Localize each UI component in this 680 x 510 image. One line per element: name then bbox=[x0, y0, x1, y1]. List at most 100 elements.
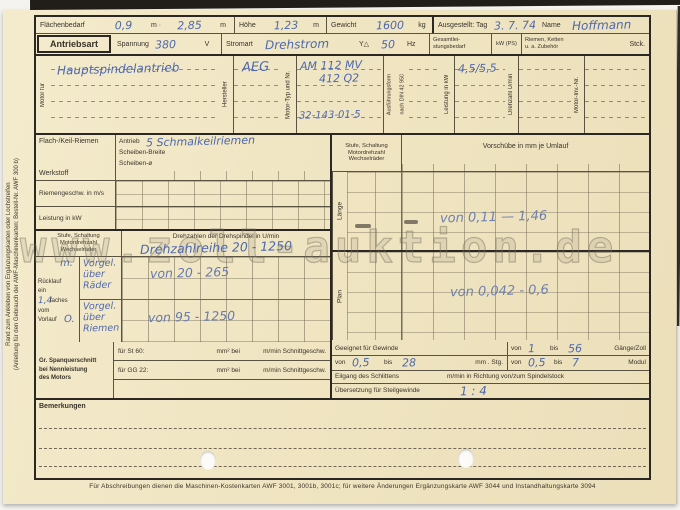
ausfuehrungsform-line2: nach DIN 42 950 bbox=[398, 74, 405, 115]
st60-label: für St 60: bbox=[118, 347, 145, 355]
margin-note: Rand zum Ankleben von Ergänzungskarten o… bbox=[5, 84, 21, 444]
leistung-grid bbox=[116, 207, 330, 229]
antrieb-label: Antrieb bbox=[119, 138, 140, 145]
ruecklauf-word2: ein bbox=[38, 288, 47, 294]
vorschub-title-cell: Vorschübe in mm je Umlauf bbox=[402, 135, 649, 171]
right-middle-section: Stufe, Schaltung Motordrehzahl Wechselrä… bbox=[330, 135, 649, 342]
vorschub-header-row: Stufe, Schaltung Motordrehzahl Wechselrä… bbox=[332, 135, 649, 172]
drehzahl-label: Drehzahl U/min bbox=[505, 56, 519, 133]
form-border: Flächenbedarf 0,9 m · 2,85 m Höhe 1,23 m… bbox=[34, 15, 651, 480]
ruled-lines bbox=[585, 56, 649, 133]
motor-fuer-label: Motor für bbox=[40, 82, 47, 107]
plan-label: Plan bbox=[332, 252, 347, 340]
hersteller-label: Hersteller bbox=[219, 56, 234, 133]
steigung-modul-row: von 0,5 bis 28 mm . Stg. von 0,5 bis 7 M… bbox=[332, 356, 649, 371]
hoehe-label: Höhe bbox=[234, 17, 266, 33]
laenge-label: Länge bbox=[332, 172, 347, 250]
riemen-title-cell: Flach-/Keil-Riemen Werkstoff bbox=[36, 135, 116, 180]
ruecklauf-label-cell: m. Rücklauf ein 1,4 faches vom Vorlauf O… bbox=[36, 257, 80, 342]
mark-m: m. bbox=[59, 257, 74, 270]
stufe-line2: Motordrehzahl bbox=[59, 240, 98, 247]
stck-label: Stck. bbox=[629, 40, 645, 48]
laenge-vorschub-value: von 0,11 — 1,46 bbox=[439, 208, 548, 227]
riemen-row: Flach-/Keil-Riemen Werkstoff Antrieb 5 S… bbox=[36, 134, 330, 181]
footer-note: Für Abschreibungen dienen die Maschinen-… bbox=[89, 483, 596, 490]
spannung-label: Spannung bbox=[117, 40, 149, 48]
leistung-kw-area: 4,5/5,5 bbox=[455, 56, 505, 133]
punch-hole bbox=[200, 451, 216, 470]
motor-fuer-value: Hauptspindelantrieb bbox=[56, 60, 180, 78]
gesamtleistung-line2: stungsbedarf bbox=[433, 44, 466, 50]
gg22-label: für GG 22: bbox=[118, 366, 149, 374]
leistung-kw-label: Leistung in kW bbox=[441, 56, 455, 133]
vorgelege1-line3: Räder bbox=[82, 279, 112, 292]
ruled-lines bbox=[519, 56, 571, 133]
vorgelege1-line2: über bbox=[82, 268, 105, 281]
flaechenbedarf-value-1: 0,9 bbox=[114, 18, 133, 32]
unit-v: V bbox=[204, 40, 210, 48]
riemen-ketten-line2: u. a. Zubehör bbox=[525, 44, 559, 50]
motor-typ-value-3: 32-143-01-5 bbox=[298, 109, 361, 122]
stromart-label: Stromart bbox=[221, 34, 265, 54]
scheiben-durchmesser-label: Scheiben-ø bbox=[119, 160, 153, 167]
von-label-c: von bbox=[511, 359, 522, 367]
drehzahl-area bbox=[519, 56, 571, 133]
drehzahlen-title-cell: Drehzahlen der Drehspindel in U/min Dreh… bbox=[122, 231, 330, 257]
stufe-line3: Wechselräder bbox=[60, 246, 97, 253]
ruled-line bbox=[39, 466, 646, 467]
st60-row: für St 60: mm² bei m/min Schnittgeschw. bbox=[114, 342, 330, 361]
drehzahlreihe-value: Drehzahlreihe 20 - 1250 bbox=[139, 238, 293, 257]
gaenge-zoll-label: Gänge/Zoll bbox=[614, 345, 646, 353]
uebersetzung-row: Übersetzung für Steilgewinde 1 : 4 bbox=[332, 384, 649, 399]
drehzahlen-grid: von 20 - 265 von 95 - 1250 bbox=[122, 257, 330, 342]
bis-label-c: bis bbox=[554, 359, 563, 367]
stern-dreieck-symbol: Y△ bbox=[359, 41, 370, 48]
margin-note-line2: (Anleitung für den Gebrauch der AWF-Masc… bbox=[14, 158, 20, 371]
span-line3: des Motors bbox=[39, 375, 72, 382]
leistung-grid-label: Leistung in kW bbox=[36, 207, 116, 229]
eilgang-row: Eilgang des Schlittens m/min in Richtung… bbox=[332, 371, 649, 384]
hoehe-value: 1,23 bbox=[273, 18, 299, 32]
motor-fuer-area: Hauptspindelantrieb bbox=[51, 56, 219, 133]
header-row-dimensions: Flächenbedarf 0,9 m · 2,85 m Höhe 1,23 m… bbox=[36, 17, 649, 34]
vorgelege1-line1: Vorgel. bbox=[82, 257, 117, 270]
von-label-a: von bbox=[511, 345, 522, 353]
gewicht-value: 1600 bbox=[375, 18, 405, 32]
ausgestellt-label: Ausgestellt: Tag bbox=[432, 17, 494, 33]
st60-mm2: mm² bei bbox=[216, 347, 240, 355]
gg22-schnitt: m/min Schnittgeschw. bbox=[263, 366, 326, 374]
bemerkungen-label: Bemerkungen bbox=[39, 403, 86, 410]
drehzahl-bereich-1: von 20 - 265 bbox=[149, 263, 230, 282]
von-label-b: von bbox=[335, 359, 346, 367]
left-middle-section: Flach-/Keil-Riemen Werkstoff Antrieb 5 S… bbox=[36, 134, 330, 342]
leistung-kw-value: 4,5/5,5 bbox=[457, 61, 497, 76]
gewinde-row: Geeignet für Gewinde von 1 bis 56 Gänge/… bbox=[332, 342, 649, 357]
uebersetzung-label: Übersetzung für Steilgewinde bbox=[335, 387, 420, 395]
ausfuehrungsform-line1: Ausführungsform bbox=[386, 73, 393, 116]
eilgang-label: Eilgang des Schlittens bbox=[335, 373, 399, 381]
mark-o: O. bbox=[63, 313, 75, 326]
header-row-drive: Antriebsart Spannung 380 V Stromart Dreh… bbox=[36, 34, 649, 56]
gewinde-bis-value: 56 bbox=[567, 342, 583, 356]
vorgelege2-line3: Riemen bbox=[82, 322, 120, 335]
riemen-ketten-line1: Riemen, Ketten bbox=[525, 37, 564, 44]
unit-kg: kg bbox=[418, 21, 426, 29]
stg-von-value: 0,5 bbox=[351, 356, 370, 370]
stufe-line3: Wechselräder bbox=[348, 156, 385, 163]
wechselraeder-col-laenge bbox=[347, 172, 402, 250]
spanquerschnitt-section: Gr. Spanquerschnitt bei Nennleistung des… bbox=[36, 342, 330, 400]
geeignet-gewinde-label: Geeignet für Gewinde bbox=[332, 342, 508, 356]
ruled-line bbox=[39, 448, 646, 449]
plan-grid: von 0,042 - 0,6 bbox=[402, 252, 649, 340]
scheiben-breite-label: Scheiben-Breite bbox=[119, 149, 166, 156]
hersteller-area: AEG bbox=[234, 56, 282, 133]
scan-edge-top bbox=[30, 0, 680, 10]
stg-bis-value: 28 bbox=[401, 356, 417, 370]
mm-stg-label: mm . Stg. bbox=[442, 356, 508, 370]
modul-von-value: 0,5 bbox=[527, 356, 546, 370]
ruecklauf-word1: Rücklauf bbox=[38, 279, 62, 285]
plan-row: Plan von 0,042 - 0,6 bbox=[332, 252, 649, 340]
vorgelege-cell: Vorgel. über Räder Vorgel. über Riemen bbox=[80, 257, 122, 342]
stufe-line1: Stufe, Schaltung bbox=[57, 233, 100, 240]
spannung-value: 380 bbox=[154, 37, 177, 51]
